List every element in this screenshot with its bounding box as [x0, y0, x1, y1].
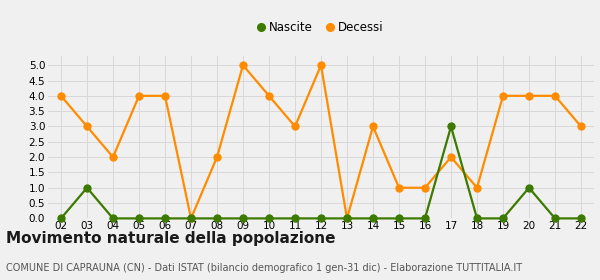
Nascite [58, 217, 65, 220]
Nascite [448, 125, 455, 128]
Decessi [499, 94, 506, 97]
Legend: Nascite, Decessi: Nascite, Decessi [254, 17, 388, 39]
Decessi [58, 94, 65, 97]
Decessi [473, 186, 481, 190]
Nascite [395, 217, 403, 220]
Decessi [343, 217, 350, 220]
Nascite [317, 217, 325, 220]
Nascite [551, 217, 559, 220]
Decessi [239, 64, 247, 67]
Nascite [473, 217, 481, 220]
Decessi [551, 94, 559, 97]
Line: Decessi: Decessi [58, 62, 584, 222]
Nascite [577, 217, 584, 220]
Decessi [136, 94, 143, 97]
Decessi [526, 94, 533, 97]
Nascite [187, 217, 194, 220]
Text: Movimento naturale della popolazione: Movimento naturale della popolazione [6, 231, 335, 246]
Decessi [214, 155, 221, 159]
Decessi [421, 186, 428, 190]
Nascite [109, 217, 116, 220]
Nascite [499, 217, 506, 220]
Decessi [109, 155, 116, 159]
Nascite [526, 186, 533, 190]
Decessi [317, 64, 325, 67]
Nascite [421, 217, 428, 220]
Decessi [161, 94, 169, 97]
Decessi [448, 155, 455, 159]
Nascite [136, 217, 143, 220]
Decessi [187, 217, 194, 220]
Nascite [239, 217, 247, 220]
Decessi [292, 125, 299, 128]
Nascite [292, 217, 299, 220]
Line: Nascite: Nascite [58, 123, 584, 222]
Decessi [370, 125, 377, 128]
Decessi [265, 94, 272, 97]
Nascite [83, 186, 91, 190]
Text: COMUNE DI CAPRAUNA (CN) - Dati ISTAT (bilancio demografico 1 gen-31 dic) - Elabo: COMUNE DI CAPRAUNA (CN) - Dati ISTAT (bi… [6, 263, 522, 273]
Nascite [214, 217, 221, 220]
Nascite [343, 217, 350, 220]
Nascite [370, 217, 377, 220]
Decessi [577, 125, 584, 128]
Decessi [395, 186, 403, 190]
Nascite [161, 217, 169, 220]
Nascite [265, 217, 272, 220]
Decessi [83, 125, 91, 128]
